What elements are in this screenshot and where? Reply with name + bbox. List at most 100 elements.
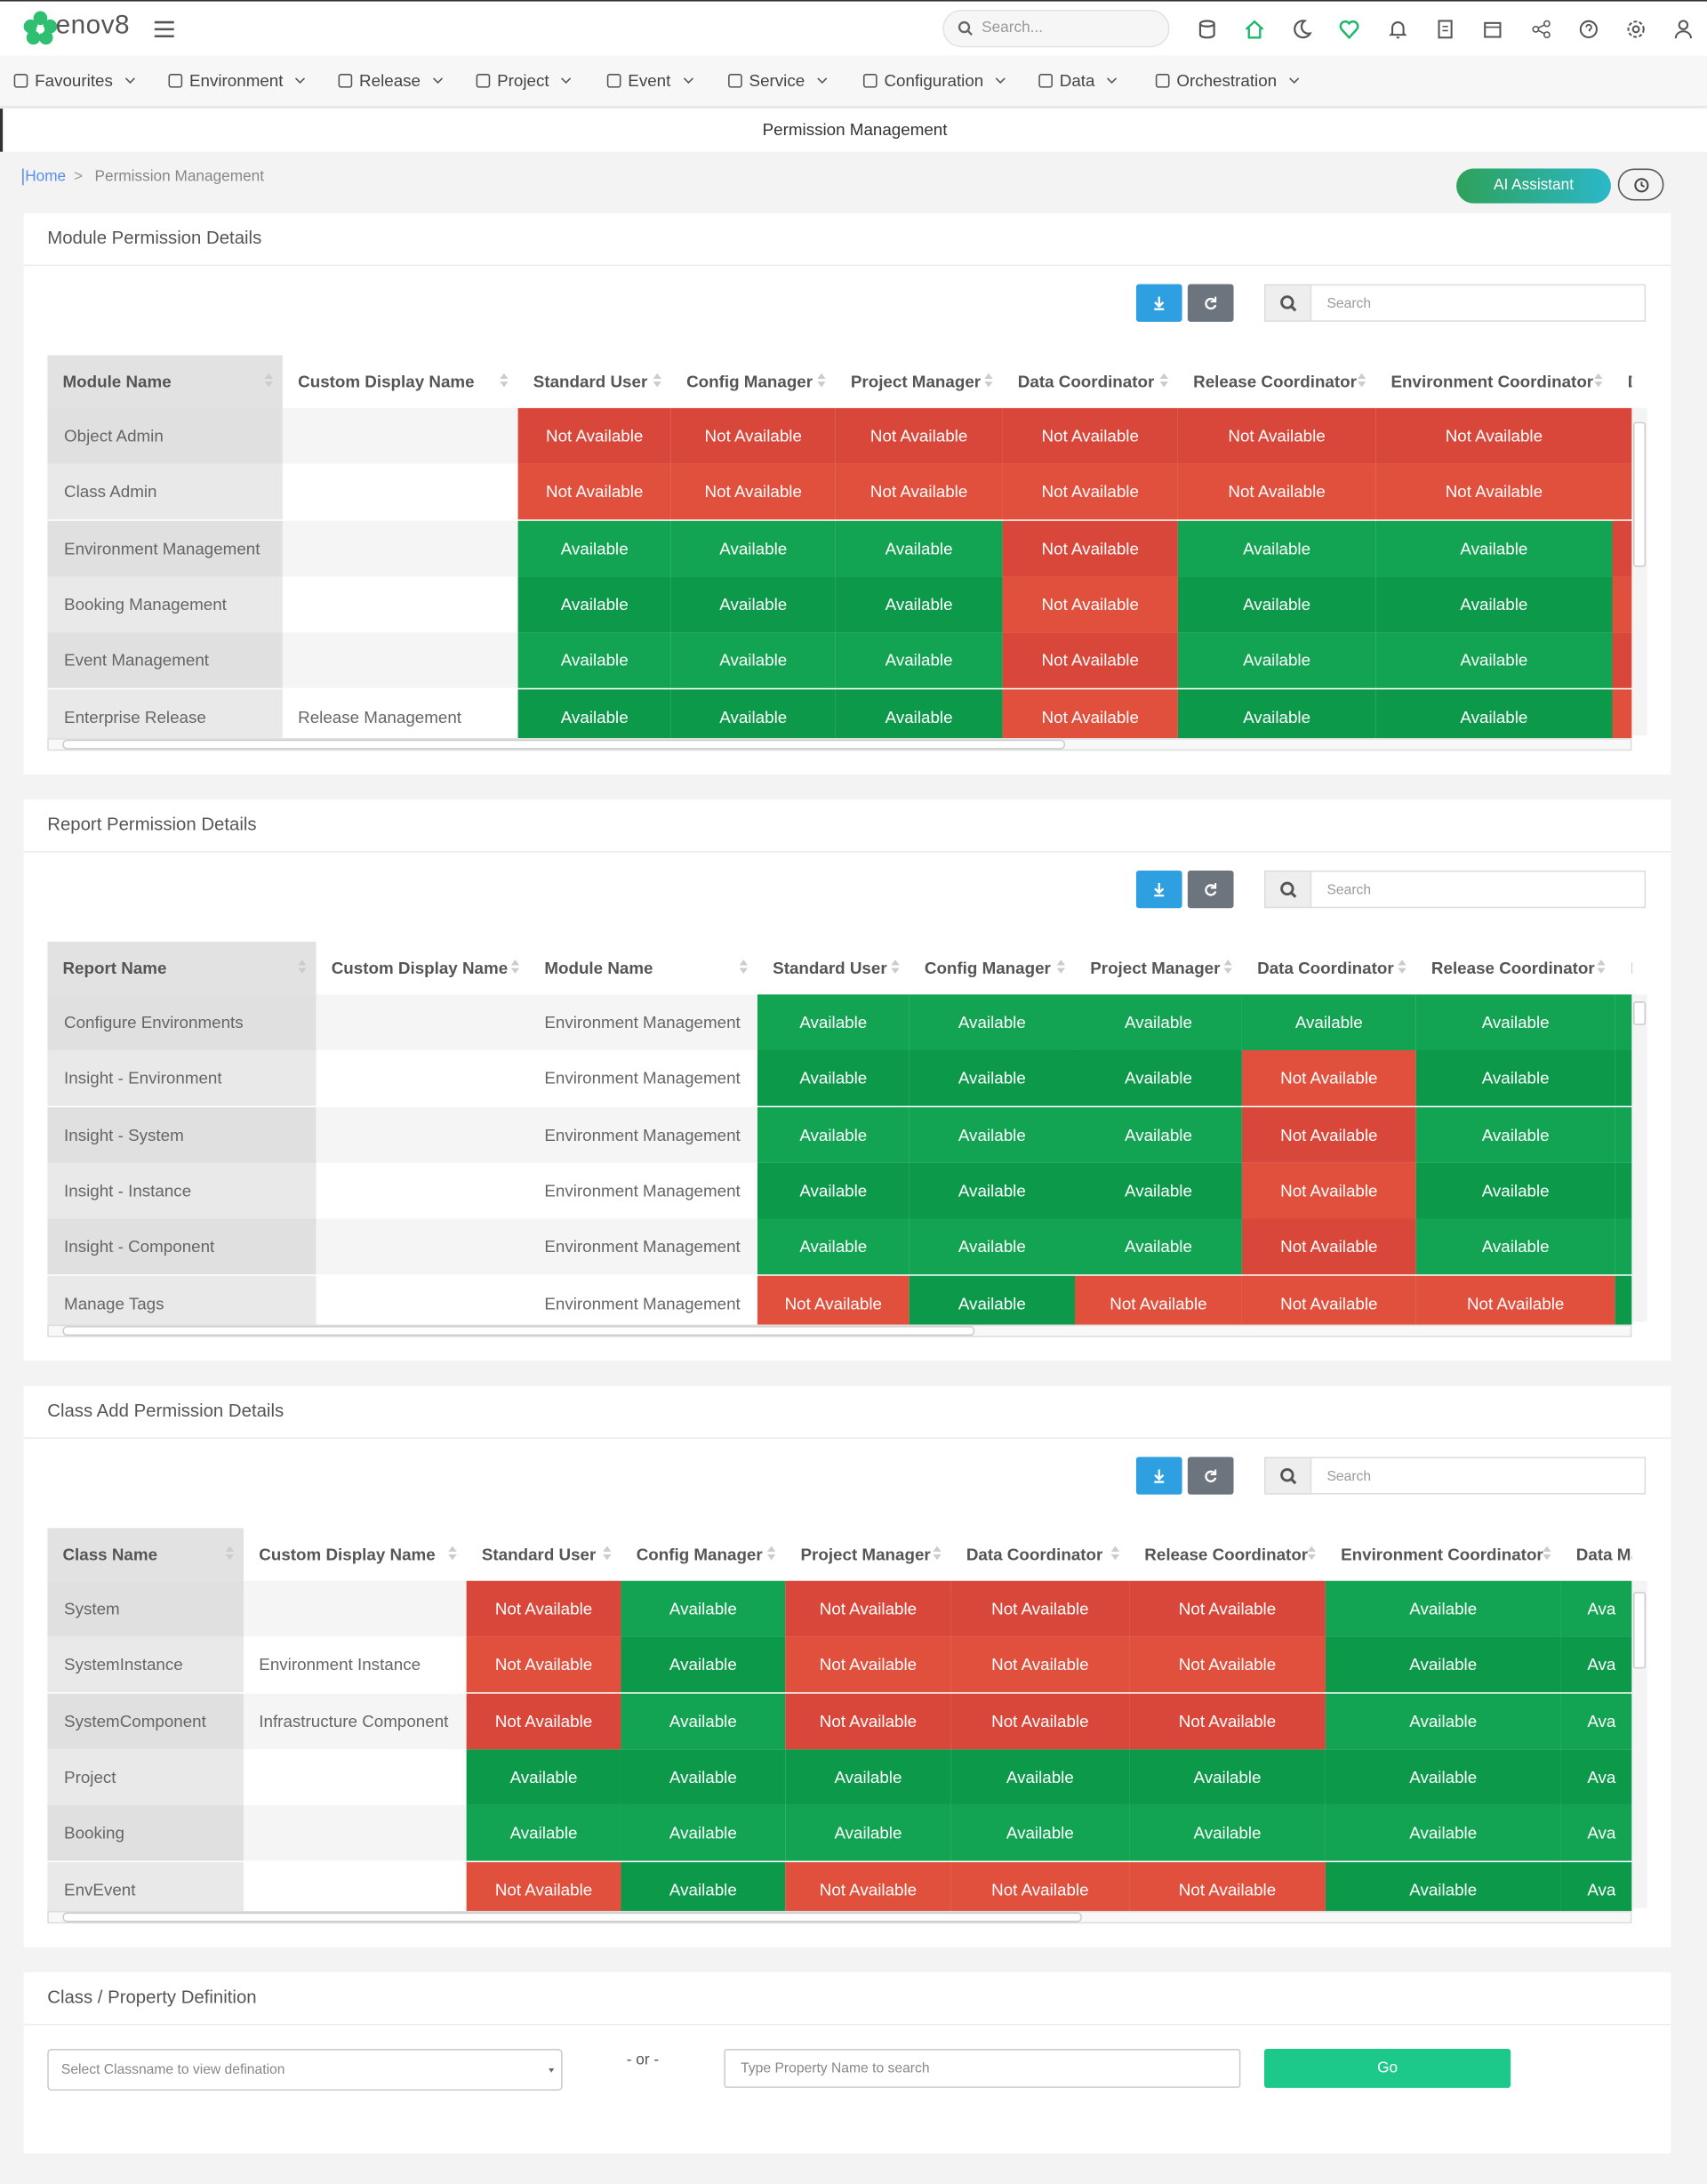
breadcrumb-home[interactable]: Home bbox=[22, 168, 66, 186]
table-cell bbox=[244, 1580, 467, 1637]
table-cell: Ava bbox=[1560, 1580, 1632, 1637]
table-cell: Available bbox=[466, 1749, 621, 1805]
sort-up bbox=[298, 960, 307, 966]
header-icon[interactable] bbox=[1388, 20, 1407, 39]
table-cell bbox=[316, 994, 530, 1050]
download-button[interactable] bbox=[1135, 1457, 1182, 1495]
table-cell: Not Available bbox=[1129, 1636, 1326, 1693]
column-header[interactable]: Project Manager bbox=[835, 355, 1003, 408]
nav-item[interactable]: Orchestration bbox=[1155, 71, 1300, 91]
column-header[interactable]: Environment Coordinator bbox=[1325, 1528, 1561, 1581]
table-search[interactable]: Search bbox=[1310, 1457, 1647, 1495]
column-header[interactable]: Release Coordinator bbox=[1129, 1528, 1326, 1581]
nav-label: Environment bbox=[188, 70, 284, 91]
sort-up bbox=[739, 960, 748, 966]
go-button[interactable]: Go bbox=[1263, 2049, 1511, 2088]
header-icon[interactable] bbox=[1579, 20, 1599, 39]
class-select[interactable]: Select Classname to view defination bbox=[47, 2049, 563, 2092]
column-header: Data Mar bbox=[1560, 1528, 1632, 1581]
header-icon[interactable] bbox=[1339, 20, 1359, 39]
table-cell bbox=[282, 464, 518, 520]
header-icon[interactable] bbox=[1245, 20, 1264, 39]
sort-down bbox=[510, 968, 520, 974]
refresh-button[interactable] bbox=[1187, 870, 1234, 909]
column-header[interactable]: Module Name bbox=[529, 941, 757, 995]
column-header[interactable]: Custom Display Name bbox=[282, 355, 518, 408]
nav-item[interactable]: Favourites bbox=[13, 71, 136, 91]
table-cell: Available bbox=[1075, 1106, 1242, 1163]
nav-icon bbox=[338, 74, 353, 88]
column-header[interactable]: Custom Display Name bbox=[244, 1528, 467, 1581]
table-search[interactable]: Search bbox=[1310, 284, 1647, 322]
property-input[interactable]: Type Property Name to search bbox=[724, 2049, 1241, 2088]
column-header[interactable]: Release Coordinator bbox=[1415, 941, 1615, 995]
column-header[interactable]: Standard User bbox=[757, 941, 910, 995]
column-header[interactable]: Report Name bbox=[47, 941, 317, 995]
sort-down bbox=[1223, 968, 1232, 974]
table-cell: Object Admin bbox=[47, 407, 283, 464]
nav-item[interactable]: Release bbox=[338, 71, 444, 91]
column-header[interactable]: Config Manager bbox=[909, 941, 1076, 995]
column-header[interactable]: Data Coordinator bbox=[1241, 941, 1416, 995]
column-header[interactable]: Project Manager bbox=[1075, 941, 1242, 995]
table-cell: Available bbox=[1075, 1162, 1242, 1219]
refresh-button[interactable] bbox=[1187, 284, 1234, 322]
table-cell: Available bbox=[621, 1805, 786, 1861]
column-header[interactable]: Project Manager bbox=[785, 1528, 951, 1581]
table-cell: Ava bbox=[1560, 1805, 1632, 1861]
refresh-icon bbox=[1205, 1469, 1217, 1482]
column-header[interactable]: Standard User bbox=[466, 1528, 621, 1581]
nav-item[interactable]: Environment bbox=[168, 70, 306, 91]
column-header[interactable]: Release Coordinator bbox=[1177, 355, 1376, 408]
global-search[interactable]: Search... bbox=[942, 9, 1170, 48]
table-cell: Available bbox=[621, 1636, 786, 1693]
ai-assistant-button[interactable]: AI Assistant bbox=[1456, 168, 1611, 204]
column-header[interactable]: Config Manager bbox=[670, 355, 836, 408]
table-cell: Available bbox=[1415, 1106, 1615, 1163]
header-icon[interactable] bbox=[1626, 20, 1646, 39]
select-caret bbox=[549, 2068, 555, 2073]
ai-assistant-label: AI Assistant bbox=[1494, 176, 1575, 194]
download-button[interactable] bbox=[1135, 284, 1182, 322]
table-cell bbox=[244, 1805, 467, 1861]
header-icon[interactable] bbox=[1292, 20, 1312, 39]
download-button[interactable] bbox=[1135, 870, 1182, 909]
nav-item[interactable]: Event bbox=[606, 71, 693, 91]
nav-item[interactable]: Configuration bbox=[862, 71, 1006, 91]
sort-up bbox=[1594, 373, 1603, 380]
table-search[interactable]: Search bbox=[1310, 870, 1647, 909]
table-cell: Available bbox=[1075, 1218, 1242, 1275]
sort-up bbox=[817, 373, 826, 380]
table-cell: Manage Tags bbox=[47, 1274, 317, 1325]
header-icon[interactable] bbox=[1483, 20, 1503, 39]
column-header[interactable]: Custom Display Name bbox=[316, 941, 530, 995]
sort-down bbox=[264, 381, 273, 388]
table-cell bbox=[282, 520, 518, 576]
header-icon[interactable] bbox=[1198, 20, 1217, 39]
table-cell bbox=[1615, 1274, 1632, 1325]
nav-item[interactable]: Data bbox=[1038, 71, 1118, 91]
nav-icon bbox=[476, 74, 491, 88]
column-header[interactable]: Standard User bbox=[517, 355, 671, 408]
history-button[interactable] bbox=[1617, 168, 1664, 201]
refresh-button[interactable] bbox=[1187, 1457, 1234, 1495]
column-header[interactable]: Data Coordinator bbox=[950, 1528, 1130, 1581]
menu-toggle[interactable] bbox=[153, 20, 175, 39]
table-cell: Ava bbox=[1560, 1636, 1632, 1693]
divider bbox=[23, 264, 1671, 267]
page-title: Permission Management bbox=[0, 108, 1707, 152]
sort-up bbox=[510, 960, 520, 966]
column-header[interactable]: Environment Coordinator bbox=[1375, 355, 1613, 408]
column-header[interactable]: Class Name bbox=[47, 1528, 244, 1581]
column-header[interactable]: Data Coordinator bbox=[1002, 355, 1178, 408]
column-header[interactable]: Config Manager bbox=[621, 1528, 786, 1581]
header-icon[interactable] bbox=[1436, 20, 1455, 39]
nav-item[interactable]: Project bbox=[476, 71, 572, 91]
column-header[interactable]: Module Name bbox=[47, 355, 283, 408]
table-cell: Not Available bbox=[1241, 1218, 1416, 1275]
header-icon[interactable] bbox=[1673, 20, 1693, 39]
table-cell: Not Available bbox=[1241, 1274, 1416, 1325]
header-icon[interactable] bbox=[1532, 20, 1551, 39]
nav-item[interactable]: Service bbox=[728, 71, 828, 91]
nav-caret bbox=[561, 73, 572, 84]
